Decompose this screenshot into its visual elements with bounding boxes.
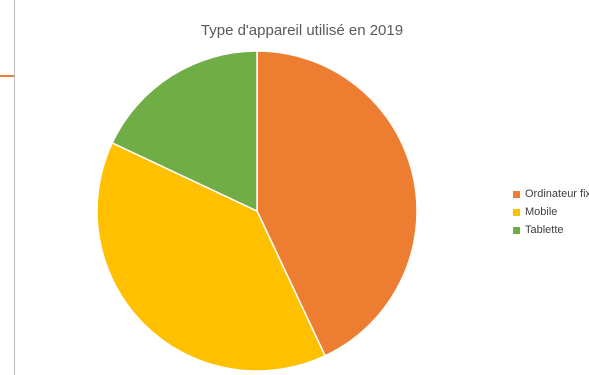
pie-slice-ordinateur-fixe — [256, 50, 418, 357]
legend-swatch — [513, 208, 520, 216]
legend-label: Ordinateur fixe — [525, 188, 589, 200]
legend: Ordinateur fixe Mobile Tablette — [513, 185, 589, 239]
pie-slice-mobile — [96, 141, 327, 372]
legend-label: Mobile — [525, 206, 558, 218]
pie-chart — [96, 50, 418, 372]
legend-item: Ordinateur fixe — [513, 185, 589, 203]
pie-slice-tablette — [111, 50, 258, 213]
accent-line — [0, 75, 14, 77]
legend-swatch — [513, 226, 520, 234]
legend-item: Tablette — [513, 221, 589, 239]
legend-label: Tablette — [525, 224, 564, 236]
legend-item: Mobile — [513, 203, 589, 221]
chart-title: Type d'appareil utilisé en 2019 — [200, 22, 404, 39]
frame-border — [14, 0, 15, 375]
legend-swatch — [513, 190, 520, 198]
chart-area: Type d'appareil utilisé en 2019 Ordinate… — [15, 0, 589, 375]
